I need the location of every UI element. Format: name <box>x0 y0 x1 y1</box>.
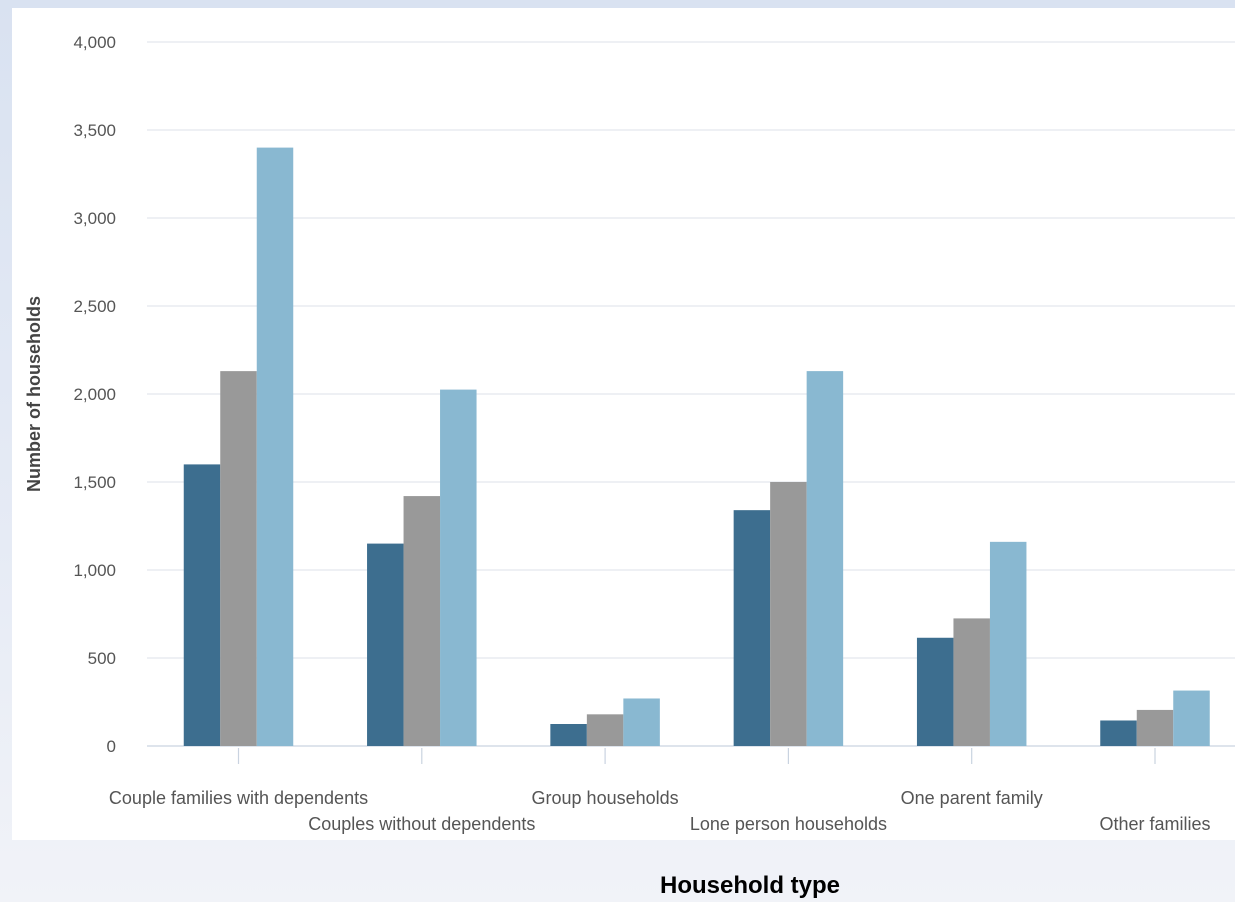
gridlines <box>147 41 1235 747</box>
y-tick-label: 3,500 <box>73 121 116 140</box>
bar <box>403 496 441 746</box>
y-tick-label: 4,000 <box>73 33 116 52</box>
bar <box>989 541 1027 746</box>
y-tick-label: 1,000 <box>73 561 116 580</box>
x-tick-label: One parent family <box>901 788 1043 808</box>
bar <box>183 464 221 746</box>
bar <box>256 147 294 747</box>
x-tick-label: Group households <box>532 788 679 808</box>
bar <box>953 618 990 746</box>
bar <box>220 371 257 746</box>
y-tick-labels: 0 500 1,000 1,500 2,000 2,500 3,000 3,500 4,000 <box>73 33 116 756</box>
x-tick-label: Couple families with dependents <box>109 788 368 808</box>
bar <box>916 637 954 746</box>
bar <box>1100 720 1137 746</box>
y-axis-label: Number of households <box>24 296 44 492</box>
bar <box>550 724 587 746</box>
y-tick-label: 1,500 <box>73 473 116 492</box>
x-axis: Couple families with dependents Couples w… <box>109 748 1211 834</box>
bars <box>183 147 1210 747</box>
x-tick-label: Lone person households <box>690 814 887 834</box>
bar <box>806 371 844 746</box>
bar <box>1136 709 1174 746</box>
bar <box>1173 690 1210 746</box>
bar <box>733 510 771 746</box>
y-tick-label: 500 <box>88 649 116 668</box>
y-tick-label: 2,500 <box>73 297 116 316</box>
bar <box>623 698 660 746</box>
bar <box>586 714 624 746</box>
bar <box>770 482 807 746</box>
y-tick-label: 2,000 <box>73 385 116 404</box>
y-tick-label: 0 <box>107 737 116 756</box>
y-tick-label: 3,000 <box>73 209 116 228</box>
x-axis-label: Household type <box>660 872 840 899</box>
x-tick-label: Other families <box>1099 814 1210 834</box>
bar <box>367 543 404 746</box>
x-tick-label: Couples without dependents <box>308 814 535 834</box>
bar <box>440 389 477 746</box>
